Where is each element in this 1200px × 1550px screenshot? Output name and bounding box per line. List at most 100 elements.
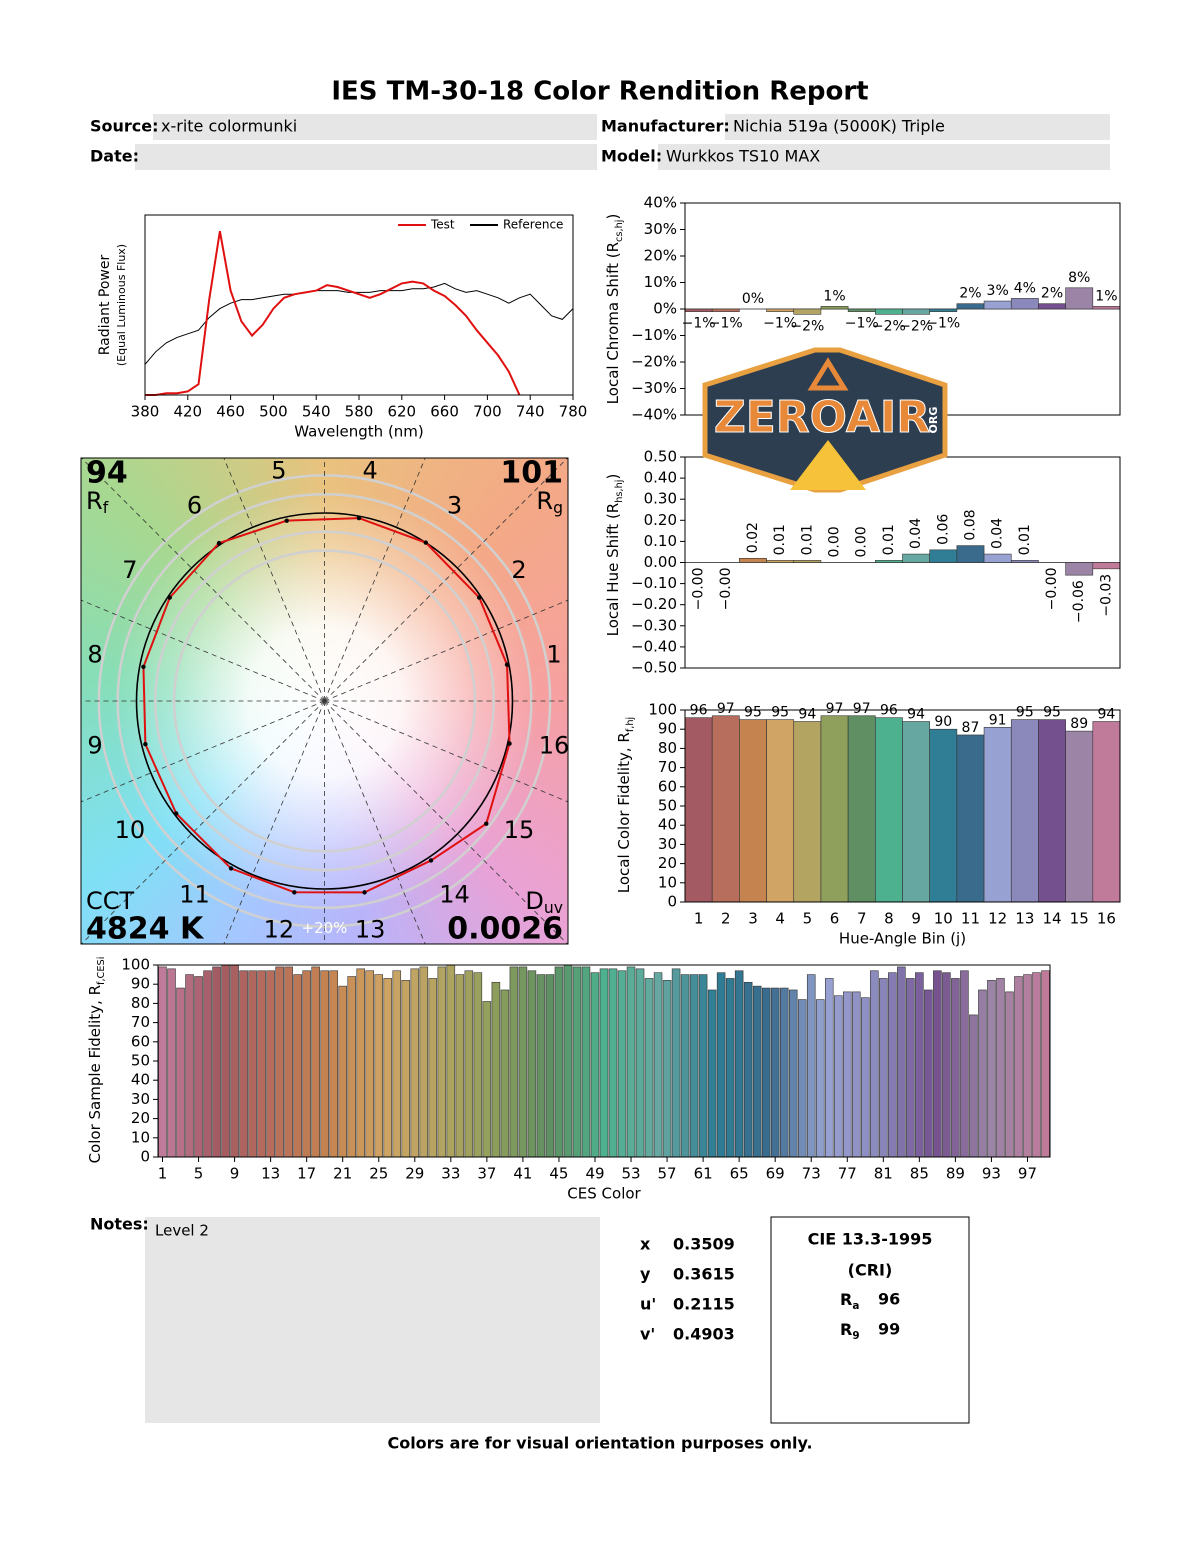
value-label: −1%: [763, 316, 797, 332]
bar: [401, 980, 411, 1158]
value-label: 2%: [1041, 286, 1063, 302]
value-label: 3%: [987, 283, 1009, 299]
x-tick-label: 15: [1070, 910, 1089, 928]
y-tick-label: 0%: [653, 300, 677, 318]
bin-label: 8: [87, 640, 102, 668]
value-label: 0.01: [772, 524, 788, 555]
test-point: [507, 741, 512, 746]
x-tick-label: 1: [694, 910, 704, 928]
bar: [1005, 991, 1014, 1158]
cri-label: R9: [840, 1320, 860, 1343]
y-tick-label: 0.20: [644, 511, 677, 529]
bar: [902, 553, 930, 563]
value-label: −1%: [682, 316, 716, 332]
spoke: [81, 700, 325, 944]
bar: [978, 989, 987, 1158]
ring: [154, 530, 495, 872]
cri-label-part: a: [852, 1300, 859, 1312]
bin-label: 13: [355, 916, 386, 944]
y-axis-label-part: f,CESi: [96, 957, 107, 985]
x-tick-label: 14: [1042, 910, 1061, 928]
y-axis-label-part: cs,hj: [614, 220, 625, 242]
y-tick-label: 10%: [644, 273, 677, 291]
y-axis-label-part: ): [604, 474, 622, 480]
y-tick-label: 100: [648, 701, 677, 719]
cri-box: [770, 1216, 970, 1424]
chromaticity-value: 0.2115: [673, 1295, 735, 1314]
y-tick-label: −0.20: [631, 595, 677, 613]
value-label: 0%: [742, 291, 764, 307]
bar: [788, 989, 798, 1158]
cri-label-part: 9: [852, 1330, 859, 1342]
value-label: 4%: [1014, 280, 1036, 296]
x-tick-label: 49: [585, 1165, 604, 1183]
metric-value: 4824 K: [86, 912, 205, 947]
bar: [410, 968, 420, 1158]
field-value: x-rite colormunki: [161, 117, 297, 136]
chromaticity-value: 0.3615: [673, 1265, 735, 1284]
bar: [158, 966, 167, 1158]
x-tick-label: 73: [802, 1165, 821, 1183]
bar: [929, 549, 958, 563]
bar: [942, 972, 951, 1158]
value-label: 0.01: [1017, 524, 1033, 555]
x-tick-label: 69: [766, 1165, 785, 1183]
bin-label: 6: [187, 491, 202, 519]
bin-label: 10: [115, 816, 146, 844]
value-label: 94: [798, 707, 816, 723]
chromaticity-value: 0.4903: [673, 1325, 735, 1344]
plot-frame: [144, 214, 574, 396]
bar: [888, 972, 897, 1158]
test-point: [141, 664, 146, 670]
value-label: −0.00: [1044, 568, 1060, 611]
field-box: [135, 144, 597, 170]
value-label: −2%: [790, 318, 824, 334]
value-label: 90: [934, 714, 952, 730]
bin-label: 2: [511, 556, 526, 584]
field-box: [153, 114, 597, 140]
y-axis-label: Local Color Fidelity, Rf,hj: [615, 717, 637, 894]
bar: [752, 985, 762, 1158]
bar: [455, 974, 465, 1158]
value-label: 1%: [1095, 288, 1117, 304]
bar: [581, 966, 591, 1158]
x-tick-label: 16: [1097, 910, 1116, 928]
bar: [509, 966, 519, 1158]
bar: [987, 980, 996, 1158]
y-tick-label: 60: [658, 777, 677, 795]
x-tick-label: 13: [261, 1165, 280, 1183]
bar: [230, 964, 239, 1158]
y-axis-label-part: Local Hue Shift (R: [604, 503, 622, 637]
ring: [172, 549, 477, 853]
bar: [356, 968, 365, 1158]
y-tick-label: 40: [658, 816, 677, 834]
bin-label: 16: [539, 732, 570, 760]
bar: [599, 968, 609, 1158]
logo-icon: [807, 357, 849, 391]
spoke: [324, 599, 568, 702]
logo-sub: ORG: [927, 407, 940, 434]
value-label: 96: [690, 703, 708, 719]
y-tick-label: 50: [131, 1052, 150, 1070]
bar: [374, 974, 384, 1158]
chromaticity-label: u': [640, 1295, 656, 1314]
bar: [766, 719, 795, 903]
test-point: [174, 811, 179, 816]
value-label: 97: [826, 701, 844, 717]
metric-label-part: uv: [544, 899, 563, 917]
bin-label: 7: [122, 556, 137, 584]
x-axis-label: Wavelength (nm): [294, 423, 424, 441]
bar: [239, 970, 248, 1158]
bar: [956, 303, 985, 310]
chromaticity-label: v': [640, 1325, 655, 1344]
value-label: 94: [907, 707, 925, 723]
bar: [870, 970, 879, 1158]
bar: [1023, 974, 1032, 1158]
bar: [716, 972, 726, 1158]
bar: [956, 545, 985, 563]
x-axis-label: Hue-Angle Bin (j): [839, 930, 966, 948]
y-tick-label: 50: [658, 797, 677, 815]
bar: [875, 560, 903, 563]
bar: [906, 978, 915, 1158]
y-tick-label: −20%: [631, 353, 677, 371]
